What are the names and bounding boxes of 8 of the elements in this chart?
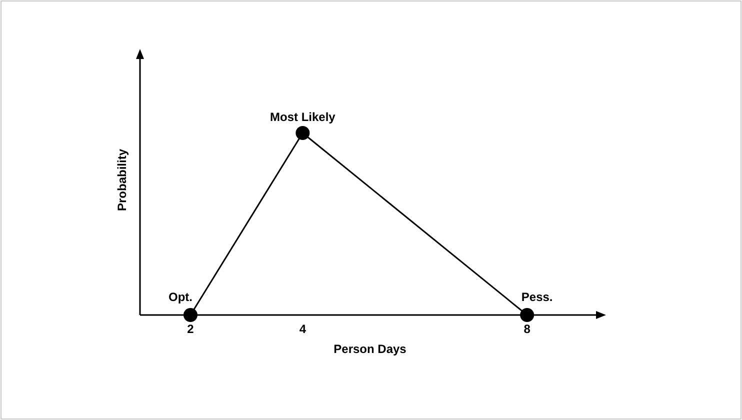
x-axis-title: Person Days bbox=[334, 342, 407, 356]
x-tick-label: 4 bbox=[299, 322, 306, 336]
x-tick-label: 8 bbox=[524, 322, 531, 336]
annotation: Opt. bbox=[168, 290, 192, 304]
annotation: Pess. bbox=[521, 290, 553, 304]
annotation: Most Likely bbox=[270, 110, 336, 124]
y-axis-title: Probability bbox=[115, 148, 129, 212]
x-tick-label: 2 bbox=[187, 322, 194, 336]
